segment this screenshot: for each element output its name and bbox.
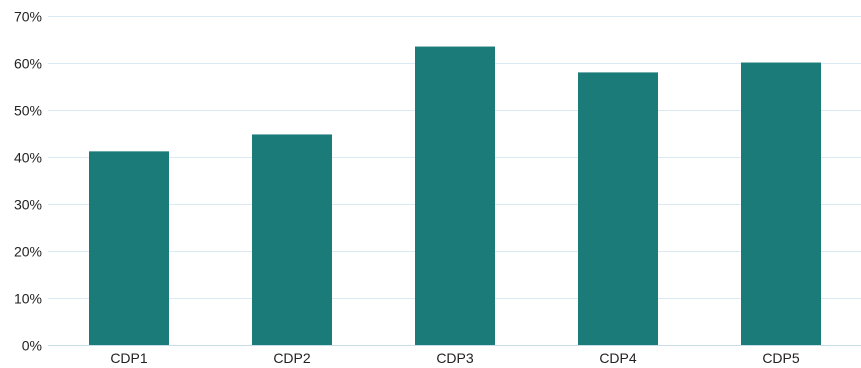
x-tick-label: CDP2 — [273, 350, 311, 366]
y-tick-label: 40% — [14, 150, 42, 166]
y-tick-label: 50% — [14, 103, 42, 119]
x-tick-label: CDP1 — [110, 350, 148, 366]
x-tick-label: CDP5 — [762, 350, 800, 366]
bar-cdp3 — [415, 46, 495, 346]
bar-cdp1 — [89, 151, 169, 345]
y-tick-label: 60% — [14, 56, 42, 72]
y-axis-ticks: 0% 10% 20% 30% 40% 50% 60% 70% — [14, 9, 42, 354]
y-tick-label: 10% — [14, 291, 42, 307]
y-tick-label: 30% — [14, 197, 42, 213]
bar-cdp2 — [252, 134, 332, 345]
y-tick-label: 70% — [14, 9, 42, 25]
bars — [89, 46, 821, 346]
bar-cdp5 — [741, 62, 821, 345]
x-tick-label: CDP4 — [599, 350, 637, 366]
y-tick-label: 20% — [14, 244, 42, 260]
bar-cdp4 — [578, 72, 658, 346]
x-tick-label: CDP3 — [436, 350, 474, 366]
x-axis-ticks: CDP1 CDP2 CDP3 CDP4 CDP5 — [110, 350, 800, 366]
y-tick-label: 0% — [22, 338, 42, 354]
